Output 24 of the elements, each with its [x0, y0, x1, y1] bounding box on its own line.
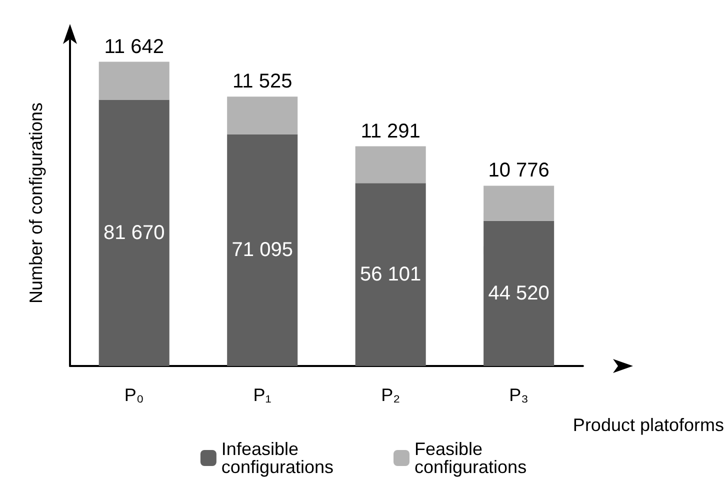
bar — [98, 62, 170, 100]
y-axis-title: Number of configurations — [26, 102, 46, 304]
data-label: 11 291 — [360, 120, 420, 142]
bar — [227, 134, 298, 366]
bar — [355, 183, 426, 366]
bar — [484, 220, 554, 366]
data-label: 81 670 — [104, 222, 165, 244]
data-label: 11 525 — [232, 70, 292, 93]
x-tick-label: P₀ — [124, 385, 144, 405]
data-label: 11 642 — [104, 36, 164, 58]
bar — [484, 186, 554, 221]
data-label: 71 095 — [232, 239, 293, 262]
x-tick-label: P₂ — [381, 385, 400, 405]
bar — [355, 146, 426, 184]
legend-label: Feasible configurations — [414, 439, 527, 477]
bar — [98, 100, 170, 366]
x-tick-label: P₃ — [509, 385, 528, 405]
x-tick-label: P₁ — [253, 385, 272, 405]
x-axis-title: Product platoforms — [572, 415, 724, 435]
data-label: 56 101 — [360, 264, 422, 286]
data-label: 44 520 — [488, 282, 550, 304]
legend-label: Infeasible configurations — [221, 439, 334, 477]
bar — [227, 96, 298, 134]
data-label: 10 776 — [488, 160, 550, 182]
